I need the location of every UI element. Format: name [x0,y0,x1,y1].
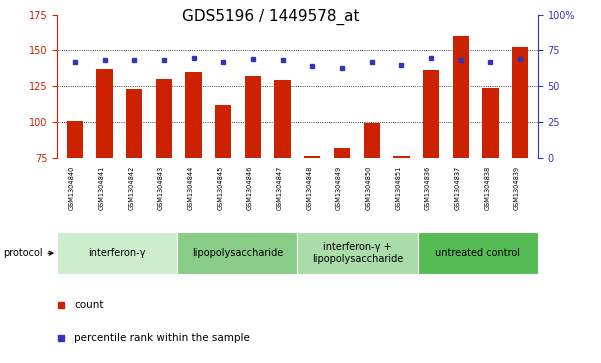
Text: GSM1304838: GSM1304838 [484,166,490,210]
Bar [512,48,528,158]
Text: GSM1304846: GSM1304846 [247,166,253,210]
Text: GSM1304836: GSM1304836 [425,166,431,210]
Bar [423,70,439,158]
Bar [297,232,418,274]
Bar [393,156,409,158]
Text: GDS5196 / 1449578_at: GDS5196 / 1449578_at [182,9,359,25]
Bar [334,148,350,158]
Text: untreated control: untreated control [435,248,520,258]
Text: GSM1304845: GSM1304845 [218,166,224,210]
Text: GSM1304837: GSM1304837 [455,166,461,210]
Text: GSM1304844: GSM1304844 [188,166,194,210]
Text: percentile rank within the sample: percentile rank within the sample [75,333,250,343]
Bar [126,89,142,158]
Bar [364,123,380,158]
Bar [186,72,202,158]
Bar [245,76,261,158]
Text: GSM1304842: GSM1304842 [128,166,134,210]
Bar [57,232,177,274]
Text: GSM1304850: GSM1304850 [365,166,371,210]
Text: GSM1304841: GSM1304841 [99,166,105,210]
Text: GSM1304840: GSM1304840 [69,166,75,210]
Bar [177,232,297,274]
Bar [96,69,113,158]
Text: GSM1304848: GSM1304848 [307,166,313,210]
Text: interferon-γ +
lipopolysaccharide: interferon-γ + lipopolysaccharide [312,242,403,264]
Text: GSM1304847: GSM1304847 [276,166,282,210]
Text: count: count [75,300,104,310]
Bar [304,156,320,158]
Text: lipopolysaccharide: lipopolysaccharide [192,248,283,258]
Bar [156,79,172,158]
Bar [67,121,83,158]
Text: interferon-γ: interferon-γ [88,248,146,258]
Bar [215,105,231,158]
Text: GSM1304849: GSM1304849 [336,166,342,210]
Bar [275,81,291,158]
Text: protocol: protocol [3,248,53,258]
Bar [482,87,499,158]
Text: GSM1304843: GSM1304843 [158,166,164,210]
Text: GSM1304851: GSM1304851 [395,166,401,210]
Text: GSM1304839: GSM1304839 [514,166,520,209]
Bar [418,232,538,274]
Bar [453,36,469,158]
